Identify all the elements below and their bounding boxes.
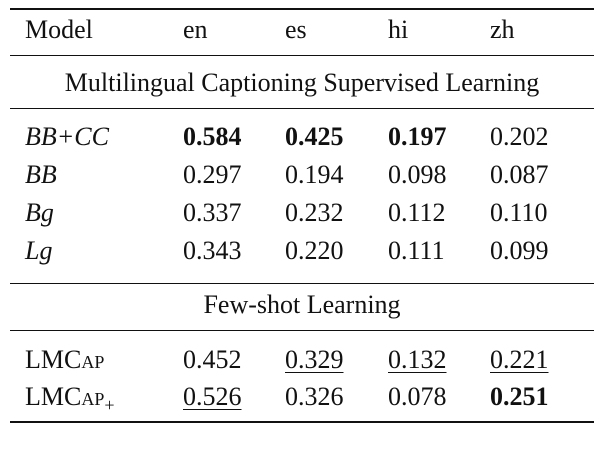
cell: 0.232 [285, 198, 344, 227]
cell: 0.087 [490, 160, 549, 189]
model: LMCap [25, 345, 105, 374]
cell: 0.132 [388, 345, 447, 374]
cell: 0.078 [388, 382, 447, 411]
cell: 0.526 [183, 382, 242, 411]
bottom-rule [10, 421, 594, 423]
model: BB+CC [25, 122, 109, 151]
cell: 0.452 [183, 345, 242, 374]
cell: 0.584 [183, 122, 242, 151]
top-rule [10, 8, 594, 10]
cell: 0.220 [285, 236, 344, 265]
model-name: LMCap [25, 382, 105, 411]
cell: 0.194 [285, 160, 344, 189]
cell: 0.197 [388, 122, 447, 151]
cell: 0.099 [490, 236, 549, 265]
cell: 0.112 [388, 198, 446, 227]
model: Lg [25, 236, 53, 265]
cell: 0.202 [490, 122, 549, 151]
header-cell: es [285, 15, 307, 44]
cell: 0.329 [285, 345, 344, 374]
cell: 0.326 [285, 382, 344, 411]
cell: 0.337 [183, 198, 242, 227]
cell: 0.343 [183, 236, 242, 265]
cell: 0.111 [388, 236, 445, 265]
cell: 0.098 [388, 160, 447, 189]
model-subscript: + [104, 395, 115, 416]
rule [10, 330, 594, 331]
cell: 0.297 [183, 160, 242, 189]
section-title: Multilingual Captioning Supervised Learn… [64, 68, 540, 97]
header-cell: hi [388, 15, 409, 44]
header-cell: zh [490, 15, 515, 44]
cell: 0.221 [490, 345, 549, 374]
cell: 0.251 [490, 382, 549, 411]
rule [10, 283, 594, 284]
model: Bg [25, 198, 54, 227]
model: LMCap+ [25, 382, 115, 420]
header-cell: Model [25, 15, 93, 44]
model: BB [25, 160, 57, 189]
section-title: Few-shot Learning [203, 290, 401, 319]
rule [10, 108, 594, 109]
rule [10, 55, 594, 56]
cell: 0.110 [490, 198, 548, 227]
cell: 0.425 [285, 122, 344, 151]
header-cell: en [183, 15, 208, 44]
